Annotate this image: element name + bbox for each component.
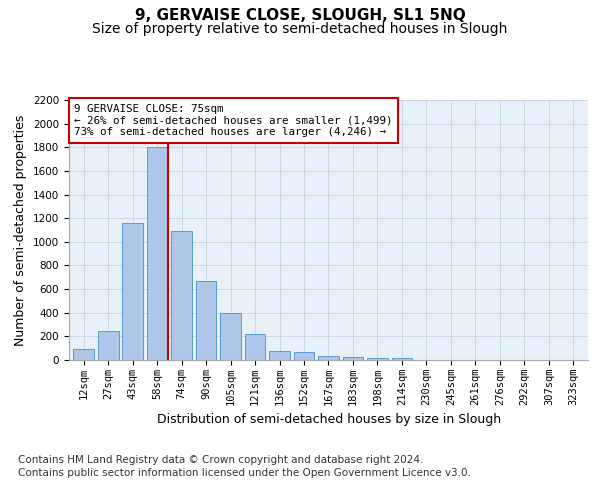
Bar	[367, 358, 388, 360]
Bar	[343, 357, 364, 360]
Bar	[245, 334, 265, 360]
Bar	[73, 350, 94, 360]
Bar	[98, 331, 119, 360]
Bar	[171, 231, 192, 360]
Bar	[122, 223, 143, 360]
Bar	[147, 148, 167, 360]
Bar	[196, 281, 217, 360]
Bar	[293, 352, 314, 360]
Bar	[220, 312, 241, 360]
Text: Distribution of semi-detached houses by size in Slough: Distribution of semi-detached houses by …	[157, 412, 501, 426]
Text: Size of property relative to semi-detached houses in Slough: Size of property relative to semi-detach…	[92, 22, 508, 36]
Text: Contains public sector information licensed under the Open Government Licence v3: Contains public sector information licen…	[18, 468, 471, 477]
Bar	[392, 358, 412, 360]
Text: Contains HM Land Registry data © Crown copyright and database right 2024.: Contains HM Land Registry data © Crown c…	[18, 455, 424, 465]
Text: 9, GERVAISE CLOSE, SLOUGH, SL1 5NQ: 9, GERVAISE CLOSE, SLOUGH, SL1 5NQ	[134, 8, 466, 22]
Y-axis label: Number of semi-detached properties: Number of semi-detached properties	[14, 114, 28, 346]
Bar	[269, 350, 290, 360]
Bar	[318, 356, 339, 360]
Text: 9 GERVAISE CLOSE: 75sqm
← 26% of semi-detached houses are smaller (1,499)
73% of: 9 GERVAISE CLOSE: 75sqm ← 26% of semi-de…	[74, 104, 392, 137]
